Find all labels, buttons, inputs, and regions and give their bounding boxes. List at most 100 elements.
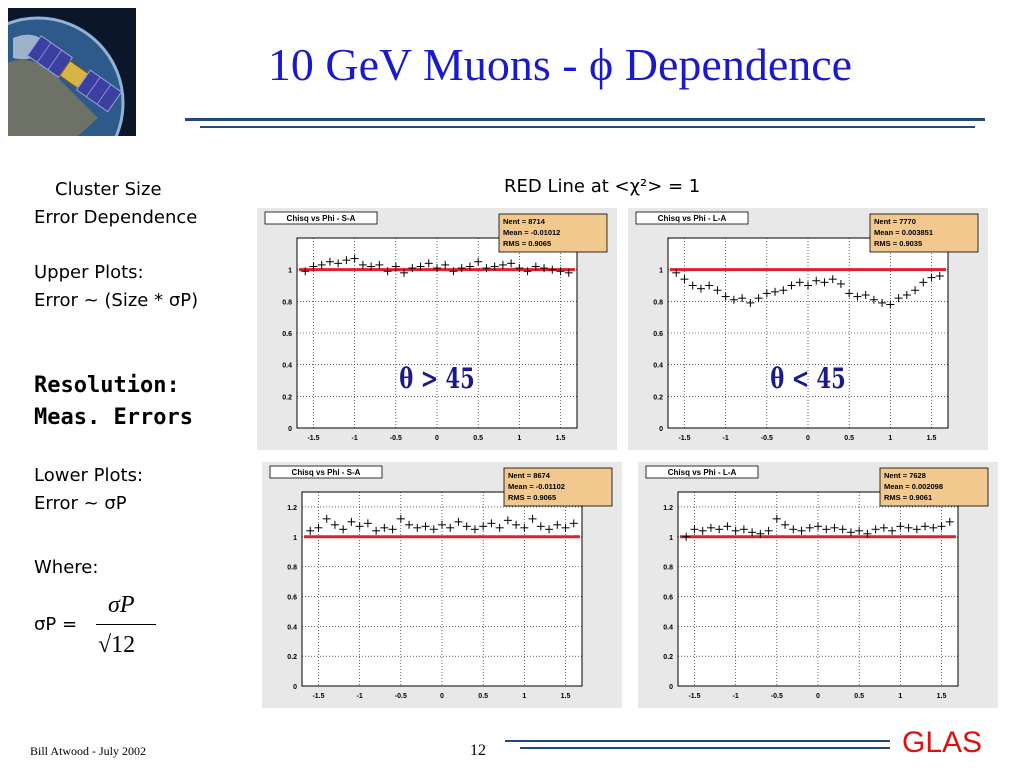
- data-point: [383, 267, 392, 276]
- data-point: [748, 528, 757, 537]
- data-point: [515, 264, 524, 273]
- data-point: [479, 522, 488, 531]
- data-point: [512, 520, 521, 529]
- data-point: [520, 523, 529, 532]
- data-point: [863, 529, 872, 538]
- upper-plots-label: Upper Plots:: [34, 262, 144, 283]
- data-point: [523, 267, 532, 276]
- y-tick-label: 1.2: [287, 505, 297, 512]
- data-point: [553, 520, 562, 529]
- y-tick-label: 0.2: [282, 394, 292, 401]
- data-point: [688, 281, 697, 290]
- data-point: [804, 281, 812, 290]
- data-point: [896, 522, 905, 531]
- data-point: [855, 526, 864, 535]
- stats-box: [503, 467, 613, 507]
- y-tick-label: 1: [659, 268, 663, 275]
- data-point: [836, 279, 845, 288]
- data-point: [787, 281, 796, 290]
- data-point: [350, 254, 359, 263]
- data-point: [696, 284, 705, 293]
- data-point: [812, 276, 821, 285]
- data-point: [779, 286, 788, 295]
- lower-error-label: Error ~ σP: [34, 493, 127, 514]
- stats-line: Nent = 8714: [503, 217, 546, 226]
- stats-line: Mean = -0.01102: [508, 482, 565, 491]
- y-tick-label: 0: [288, 426, 292, 433]
- data-point: [325, 257, 334, 266]
- data-point: [408, 264, 417, 273]
- data-point: [380, 523, 389, 532]
- data-point: [927, 273, 936, 282]
- data-point: [438, 520, 446, 529]
- data-point: [556, 267, 565, 276]
- data-point: [879, 523, 888, 532]
- data-point: [536, 522, 545, 531]
- y-tick-label: 0.4: [282, 363, 292, 370]
- data-point: [771, 287, 780, 296]
- x-tick-label: 1.5: [561, 693, 571, 700]
- glas-logo: GLAS: [902, 726, 983, 759]
- x-tick-label: 0: [440, 693, 444, 700]
- stats-line: Mean = -0.01012: [503, 228, 560, 237]
- data-point: [457, 264, 466, 273]
- y-tick-label: 0.8: [653, 299, 663, 306]
- data-point: [503, 516, 512, 525]
- title-rule-bottom: [200, 126, 975, 128]
- data-point: [421, 522, 430, 531]
- chart-svg: -1.5 -1 -0.5 0 0.5 1 1.5 0 0.2 0.4 0.6 0.8 1 1.2 Chisq…: [645, 465, 989, 700]
- chart-svg: -1.5 -1 -0.5 0 0.5 1 1.5 0 0.2 0.4 0.6 0.8 1 Chisq vs…: [264, 211, 608, 442]
- y-tick-label: 0.2: [287, 654, 297, 661]
- stats-line: Nent = 7628: [884, 471, 926, 480]
- data-point: [314, 523, 323, 532]
- where-label: Where:: [34, 557, 99, 578]
- data-point: [705, 281, 714, 290]
- data-point: [828, 275, 837, 284]
- data-point: [805, 523, 814, 532]
- y-tick-label: 0.6: [663, 594, 673, 601]
- y-tick-label: 0.8: [282, 299, 292, 306]
- data-point: [945, 517, 954, 526]
- x-tick-label: -1: [723, 435, 729, 442]
- y-tick-label: 1: [669, 535, 673, 542]
- data-point: [405, 520, 414, 529]
- data-point: [789, 525, 798, 534]
- x-tick-label: 0.5: [478, 693, 488, 700]
- y-tick-label: 0.2: [653, 394, 663, 401]
- plot-upper-right: -1.5 -1 -0.5 0 0.5 1 1.5 0 0.2 0.4 0.6 0.8 1 Chisq vs…: [628, 208, 988, 450]
- theta-annotation: θ > 45: [399, 362, 474, 395]
- chart-title-box: [645, 465, 759, 479]
- data-point: [739, 525, 748, 534]
- data-point: [372, 526, 381, 535]
- x-tick-label: 0.5: [844, 435, 854, 442]
- chart-title: Chisq vs Phi - S-A: [292, 468, 361, 477]
- chart-title-box: [635, 211, 749, 225]
- data-point: [301, 267, 310, 276]
- data-point: [322, 514, 331, 523]
- stats-line: RMS = 0.9035: [874, 239, 922, 248]
- data-point: [886, 300, 895, 309]
- data-point: [820, 278, 829, 287]
- data-point: [391, 262, 400, 271]
- data-point: [446, 523, 455, 532]
- data-point: [912, 525, 921, 534]
- y-tick-label: 0: [669, 684, 673, 691]
- data-point: [680, 275, 689, 284]
- data-point: [746, 298, 755, 307]
- stats-line: Mean = 0.002098: [884, 482, 943, 491]
- data-point: [902, 291, 911, 299]
- data-point: [545, 525, 554, 534]
- data-point: [306, 526, 315, 535]
- data-point: [894, 294, 903, 303]
- y-tick-label: 0.4: [663, 624, 673, 631]
- data-point: [367, 262, 376, 271]
- sigma-fraction-denominator: √12: [98, 632, 136, 658]
- stats-line: RMS = 0.9065: [503, 239, 551, 248]
- data-point: [334, 259, 343, 268]
- slide-title: 10 GeV Muons - ϕ Dependence: [267, 39, 853, 90]
- data-point: [822, 525, 831, 534]
- data-point: [433, 264, 441, 273]
- stats-box: [879, 467, 989, 507]
- data-point: [715, 525, 724, 534]
- data-point: [713, 286, 722, 295]
